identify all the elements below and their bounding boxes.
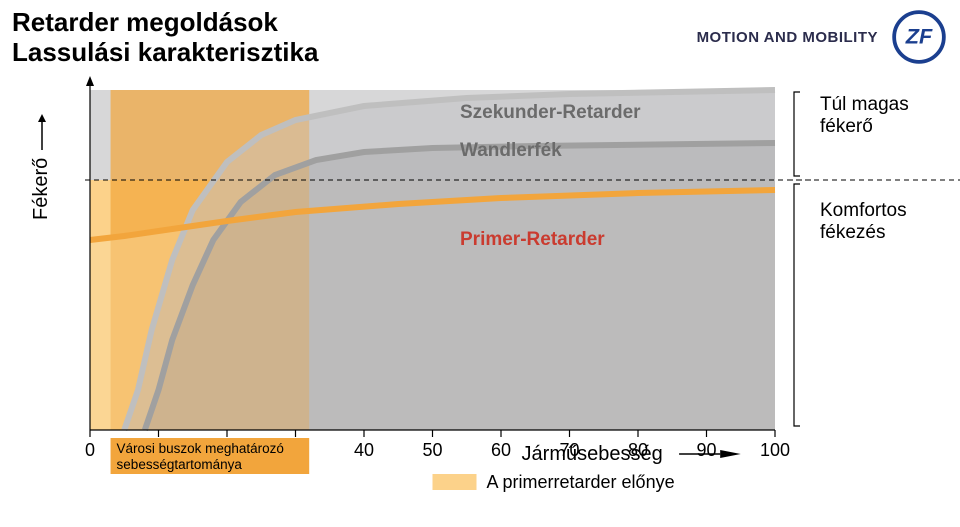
x-tick-label: 50 (422, 440, 442, 460)
bus-range-label: Városi buszok meghatározó (117, 441, 284, 456)
x-tick-label: 40 (354, 440, 374, 460)
legend-swatch (433, 474, 477, 490)
svg-text:40: 40 (354, 440, 374, 460)
y-axis-label: Fékerő (30, 112, 53, 220)
bus-range-label2: sebességtartománya (117, 457, 243, 472)
primer-label: Primer-Retarder (460, 229, 605, 250)
label-high: Túl magas fékerő (820, 94, 909, 138)
plot-svg: Szekunder-Retarder Wandlerfék Primer-Retar… (90, 90, 775, 470)
zf-logo-icon: ZF (892, 10, 946, 64)
szekunder-label: Szekunder-Retarder (460, 102, 641, 123)
svg-text:90: 90 (696, 440, 716, 460)
chart: Fékerő Szekunder-RetarderWandlerfékPrime… (40, 80, 940, 500)
brackets (792, 90, 817, 430)
x-tick-label: 0 (85, 440, 95, 460)
x-axis-title: Járműsebesség (522, 443, 663, 465)
svg-text:ZF: ZF (905, 23, 933, 48)
x-arrow-icon (720, 450, 741, 458)
legend-text: A primerretarder előnye (487, 472, 675, 492)
x-tick-label: 60 (491, 440, 511, 460)
svg-text:100: 100 (760, 440, 790, 460)
svg-text:0: 0 (85, 440, 95, 460)
title-line1: Retarder megoldások (12, 7, 278, 37)
label-comfort: Komfortos fékezés (820, 200, 907, 244)
arrow-icon (35, 112, 49, 152)
wandler-label: Wandlerfék (460, 140, 562, 161)
svg-text:60: 60 (491, 440, 511, 460)
title-line2: Lassulási karakterisztika (12, 37, 318, 67)
logo-area: MOTION AND MOBILITY ZF (697, 10, 946, 64)
x-tick-label: 90 (696, 440, 716, 460)
svg-text:50: 50 (422, 440, 442, 460)
x-tick-label: 100 (760, 440, 790, 460)
page-title: Retarder megoldások Lassulási karakteris… (12, 8, 318, 68)
plot-area: Szekunder-Retarder Wandlerfék Primer-Retar… (90, 90, 775, 430)
tagline: MOTION AND MOBILITY (697, 29, 878, 46)
y-arrow-icon (86, 76, 94, 86)
